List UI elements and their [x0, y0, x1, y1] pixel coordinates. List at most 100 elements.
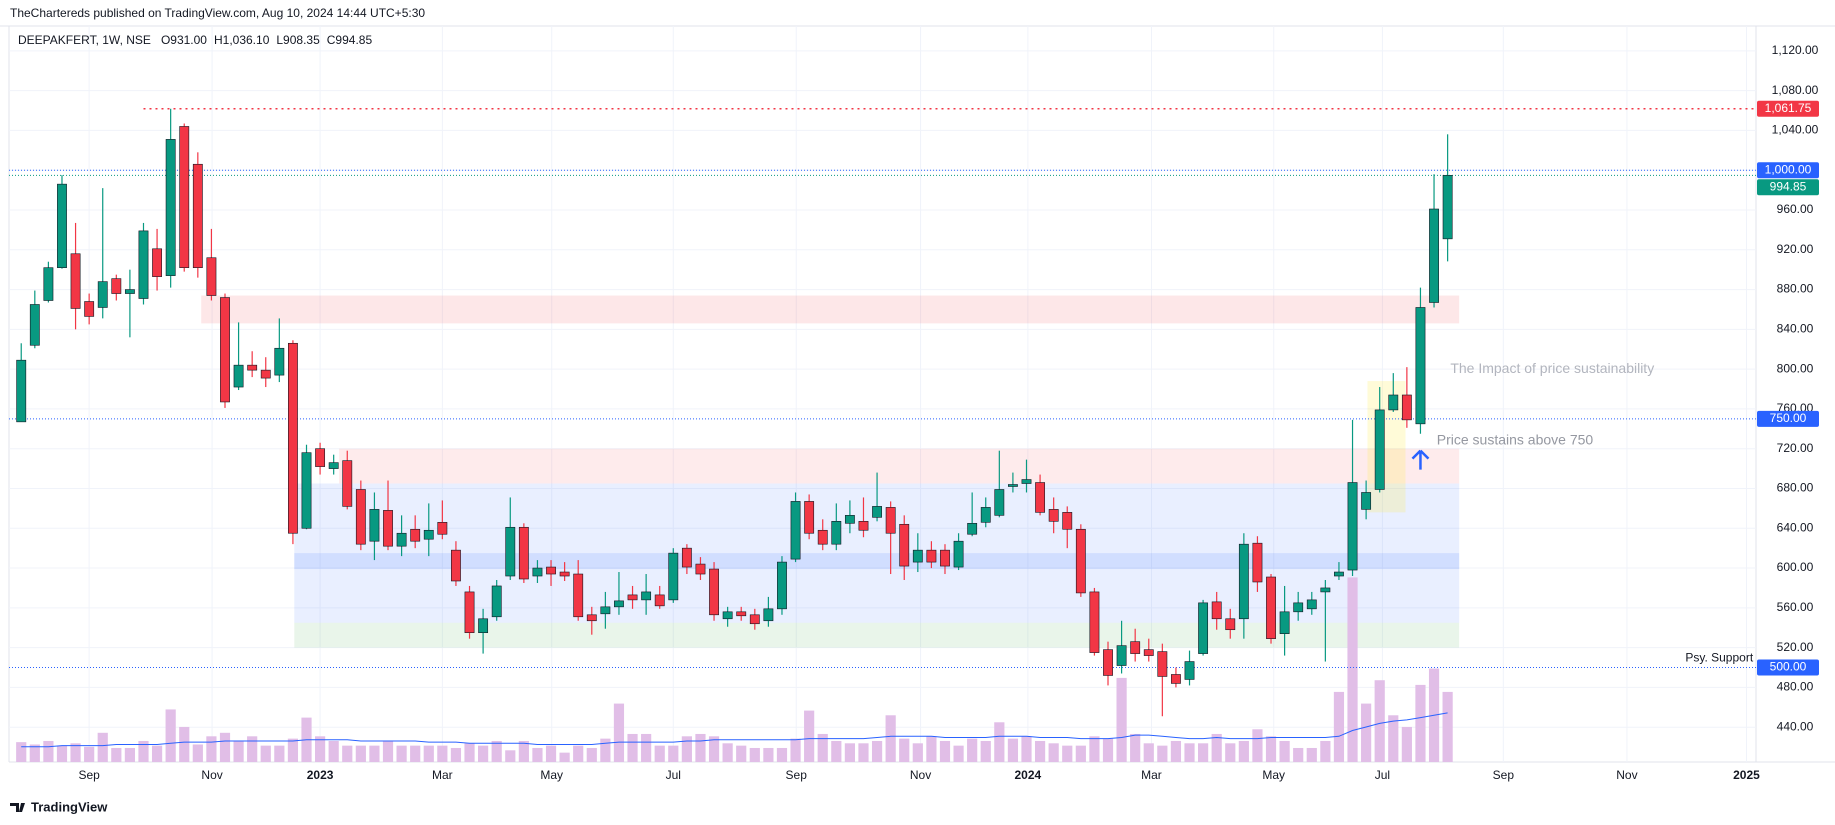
volume-bar: [641, 733, 652, 762]
candle-body: [899, 523, 910, 567]
candle-body: [1388, 394, 1399, 411]
candle-body: [1225, 618, 1236, 631]
candle-body: [410, 528, 421, 542]
annotation: The Impact of price sustainability: [1450, 360, 1654, 376]
y-tick-label: 920.00: [1777, 242, 1814, 256]
volume-bar: [1347, 577, 1358, 762]
x-tick-label: Nov: [1616, 768, 1637, 782]
legend-value: L908.35: [276, 33, 320, 47]
candle-body: [559, 571, 570, 577]
volume-bar: [165, 709, 176, 762]
volume-bar: [151, 745, 163, 762]
candle-body: [763, 608, 774, 622]
candle-body: [777, 561, 787, 610]
volume-bar: [1170, 740, 1182, 762]
annotation: Psy. Support: [1685, 651, 1753, 665]
y-tick-label: 720.00: [1777, 441, 1814, 455]
candle-body: [43, 267, 54, 301]
y-tick-label: 880.00: [1777, 282, 1814, 296]
candle-body: [1374, 409, 1385, 490]
volume-bar: [722, 743, 733, 762]
candle-body: [912, 549, 923, 563]
candle-body: [260, 369, 271, 379]
price-level-tag: [1757, 100, 1819, 117]
volume-bar: [314, 736, 326, 762]
volume-bar: [912, 743, 923, 762]
candle-body: [1184, 661, 1195, 680]
candle-body: [654, 594, 665, 607]
zone: [294, 553, 1460, 570]
volume-bar: [491, 740, 502, 762]
volume-bar: [899, 738, 910, 762]
volume-bar: [708, 736, 720, 762]
candle-body: [573, 573, 584, 618]
candle-body: [1415, 307, 1426, 425]
candle-body: [749, 614, 760, 625]
candle-body: [614, 600, 624, 608]
candle-body: [1062, 512, 1073, 530]
candle-body: [980, 507, 991, 523]
volume-bar: [790, 738, 801, 762]
candle-body: [668, 552, 679, 601]
volume-bar: [382, 740, 394, 762]
x-tick-label: Sep: [1493, 768, 1515, 782]
volume-bar: [926, 736, 937, 762]
candle-body: [709, 568, 719, 616]
price-level-label: 1,000.00: [1765, 162, 1812, 176]
footer-text: TradingView: [31, 799, 108, 814]
candle-body: [1035, 482, 1046, 513]
x-tick-label: Nov: [201, 768, 222, 782]
candle-body: [1266, 576, 1276, 639]
volume-bar: [763, 747, 774, 762]
candle-body: [328, 462, 339, 469]
volume-bar: [111, 747, 122, 762]
candle-body: [464, 591, 475, 634]
candle-body: [885, 507, 896, 534]
volume-bar: [953, 745, 964, 762]
candle-body: [844, 515, 855, 524]
candle-body: [247, 364, 258, 371]
candle-body: [532, 567, 543, 577]
volume-bar: [1007, 738, 1019, 762]
candle-body: [940, 549, 950, 567]
background-layer: [9, 26, 1756, 762]
x-tick-label: Jul: [1375, 768, 1390, 782]
candle-body: [831, 521, 842, 545]
annotation: Price sustains above 750: [1437, 431, 1594, 447]
candle-body: [518, 526, 529, 580]
volume-bar: [1184, 743, 1195, 762]
volume-bar: [668, 745, 679, 762]
volume-bar: [219, 732, 231, 762]
volume-bar: [478, 745, 489, 762]
y-tick-label: 960.00: [1777, 202, 1814, 216]
volume-bar: [1102, 738, 1114, 762]
candle-body: [1238, 543, 1249, 620]
volume-bar: [423, 745, 434, 762]
candle-body: [138, 230, 149, 299]
candle-body: [369, 509, 380, 542]
volume-bar: [1143, 743, 1154, 762]
candle-body: [1401, 394, 1412, 421]
candle-body: [1442, 175, 1453, 240]
volume-bar: [831, 740, 842, 762]
volume-bar: [437, 745, 448, 762]
y-tick-label: 560.00: [1777, 600, 1814, 614]
volume-bar: [1252, 729, 1263, 762]
candle-body: [722, 611, 733, 620]
candle-body: [1306, 599, 1317, 610]
candle-body: [641, 591, 652, 601]
candle-body: [1130, 641, 1141, 654]
candle-body: [1171, 674, 1181, 684]
y-tick-label: 800.00: [1777, 361, 1814, 375]
legend-value: O931.00: [161, 33, 207, 47]
candle-body: [274, 347, 285, 376]
price-level-tag: [1757, 179, 1819, 196]
volume-bar: [817, 733, 828, 762]
candle-body: [315, 448, 326, 467]
candle-body: [736, 611, 747, 617]
volume-bar: [410, 745, 421, 762]
volume-bar: [749, 747, 760, 762]
volume-bar: [1320, 740, 1331, 762]
x-tick-label: Sep: [786, 768, 808, 782]
candle-body: [1347, 482, 1358, 571]
